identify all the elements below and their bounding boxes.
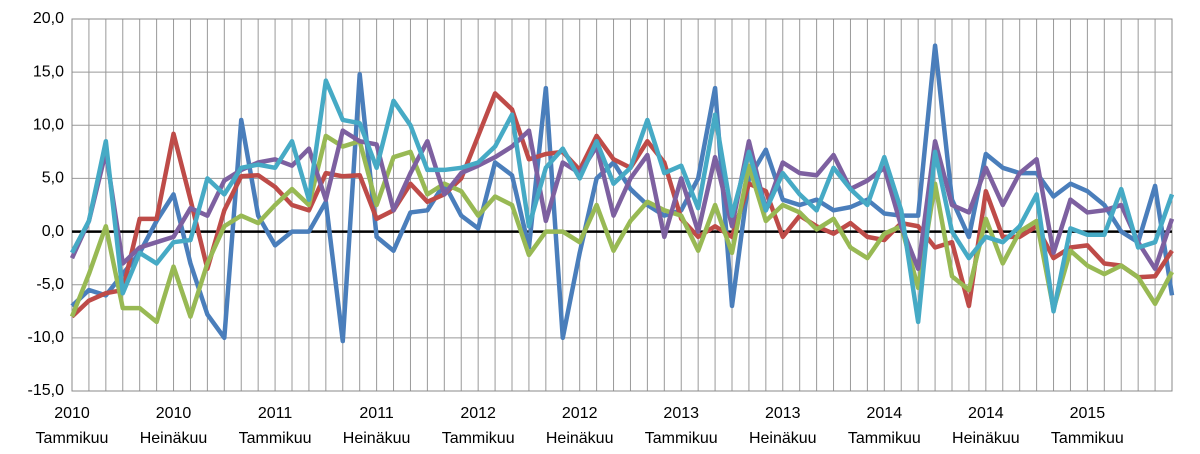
y-tick-label: 0,0 [42, 223, 64, 240]
x-tick-label: 2014 Tammikuu [847, 405, 921, 447]
series-line [70, 78, 1175, 325]
x-tick-label: 2014 Heinäkuu [952, 405, 1020, 447]
series-line [69, 133, 1174, 325]
y-tick-label: 15,0 [33, 63, 64, 80]
x-tick-label: 2011 Tammikuu [238, 405, 312, 447]
x-tick-label: 2010 Tammikuu [35, 405, 109, 447]
x-tick-label: 2010 Heinäkuu [139, 405, 208, 447]
x-tick-label: 2012 Heinäkuu [545, 405, 614, 447]
series-line [70, 91, 1174, 319]
x-tick-label: 2011 Heinäkuu [342, 405, 411, 447]
x-tick-label: 2015 Tammikuu [1050, 405, 1124, 447]
y-tick-label: -15,0 [28, 382, 65, 399]
y-tick-label: -5,0 [36, 276, 64, 293]
y-tick-label: 5,0 [42, 170, 64, 187]
y-tick-label: -10,0 [28, 329, 65, 346]
x-tick-label: 2012 Tammikuu [441, 405, 515, 447]
x-tick-label: 2013 Tammikuu [644, 405, 718, 447]
y-tick-label: 10,0 [33, 117, 64, 134]
y-tick-label: 20,0 [33, 10, 64, 27]
plot-border [71, 18, 1173, 392]
x-tick-label: 2013 Heinäkuu [748, 405, 817, 447]
